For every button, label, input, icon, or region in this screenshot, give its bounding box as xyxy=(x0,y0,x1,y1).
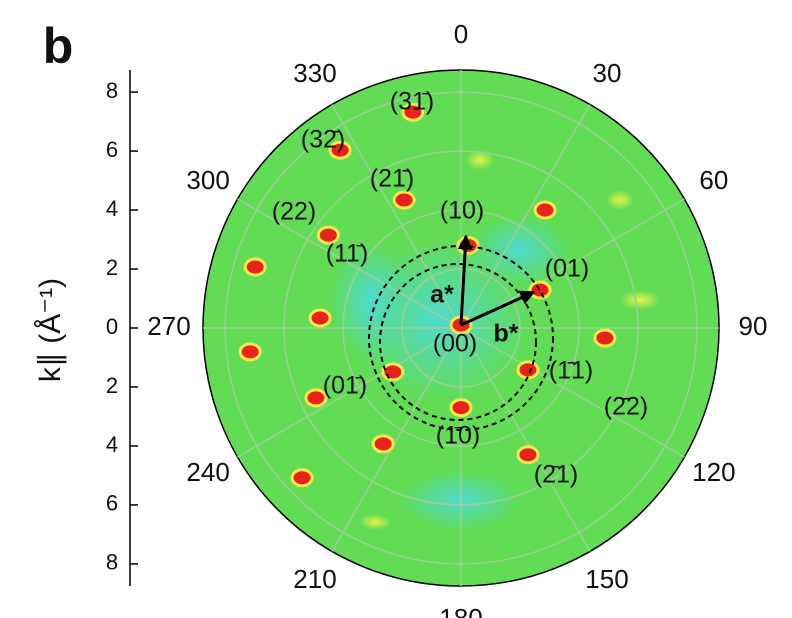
y-tick-label: 2 xyxy=(106,373,118,398)
spot-label: (2̄1) xyxy=(534,461,578,489)
theta-tick-label: 0 xyxy=(454,19,468,49)
grid-spoke xyxy=(460,104,591,329)
spot xyxy=(533,200,557,220)
spot xyxy=(516,445,540,465)
theta-tick-label: 90 xyxy=(739,311,768,341)
vector-b xyxy=(460,290,536,327)
spot-label: a* xyxy=(430,281,454,309)
spot-label: b* xyxy=(494,320,519,348)
spot xyxy=(243,257,267,277)
grid-spoke xyxy=(460,327,591,552)
spot xyxy=(290,468,314,488)
spot-label: (22) xyxy=(272,198,316,226)
y-tick-label: 4 xyxy=(106,196,118,221)
grid-spoke xyxy=(460,327,685,458)
vector-a xyxy=(457,234,473,326)
y-tick-label: 8 xyxy=(106,78,118,103)
spot xyxy=(392,190,416,210)
y-axis-label: k∥ (Å⁻¹) xyxy=(34,278,67,382)
background-patches xyxy=(330,150,660,530)
spot-label: (31̄) xyxy=(390,88,434,116)
grid-spoke xyxy=(237,327,462,458)
spot-label: (01̄) xyxy=(323,372,367,400)
y-tick-label: 2 xyxy=(106,255,118,280)
y-tick-label: 0 xyxy=(106,314,118,339)
overlay xyxy=(368,234,554,431)
y-tick-label: 4 xyxy=(106,432,118,457)
panel-label: b xyxy=(43,18,74,74)
grid-spoke xyxy=(237,198,462,329)
polar-grid xyxy=(202,69,720,587)
spot-label: (01) xyxy=(545,255,589,283)
spot xyxy=(401,102,425,122)
y-tick-label: 6 xyxy=(106,137,118,162)
spot xyxy=(316,225,340,245)
theta-tick-label: 150 xyxy=(585,564,628,594)
spot-label: (1̄1) xyxy=(549,357,593,385)
spot xyxy=(516,360,540,380)
spot-label: (00) xyxy=(433,330,477,358)
theta-tick-label: 60 xyxy=(699,165,728,195)
spot xyxy=(238,342,262,362)
grid-spoke xyxy=(331,327,462,552)
grid-spoke xyxy=(331,104,462,329)
theta-tick-label: 210 xyxy=(293,564,336,594)
spot-label: (32̄) xyxy=(301,126,345,154)
spot xyxy=(308,308,332,328)
theta-tick-label: 330 xyxy=(293,58,336,88)
theta-tick-label: 300 xyxy=(186,165,229,195)
y-axis: 8 6 4 2 0 2 4 6 8 xyxy=(106,70,138,586)
spot-label: (10) xyxy=(440,197,484,225)
spot xyxy=(593,328,617,348)
theta-tick-label: 120 xyxy=(692,457,735,487)
spot xyxy=(328,140,352,160)
theta-tick-label: 270 xyxy=(147,311,190,341)
dashed-circle xyxy=(379,263,537,421)
theta-tick-label: 240 xyxy=(186,457,229,487)
y-tick-label: 6 xyxy=(106,491,118,516)
theta-tick-label: 180 xyxy=(439,603,482,618)
spot-label: (2̄2) xyxy=(604,393,648,421)
spot-label: (21̄) xyxy=(370,165,414,193)
spot-labels: (10) (01) (00) (01̄) (1̄0) (1̄1) (2̄2) (2̄1) (21… xyxy=(272,88,648,489)
theta-tick-label: 30 xyxy=(593,58,622,88)
spot-label: (11̄) xyxy=(326,240,369,268)
spot xyxy=(449,398,473,418)
spot xyxy=(371,434,395,454)
spot-label: (1̄0) xyxy=(436,422,480,450)
spot xyxy=(381,362,405,382)
grid-spoke xyxy=(460,198,685,329)
y-tick-label: 8 xyxy=(106,550,118,575)
spot xyxy=(304,388,328,408)
